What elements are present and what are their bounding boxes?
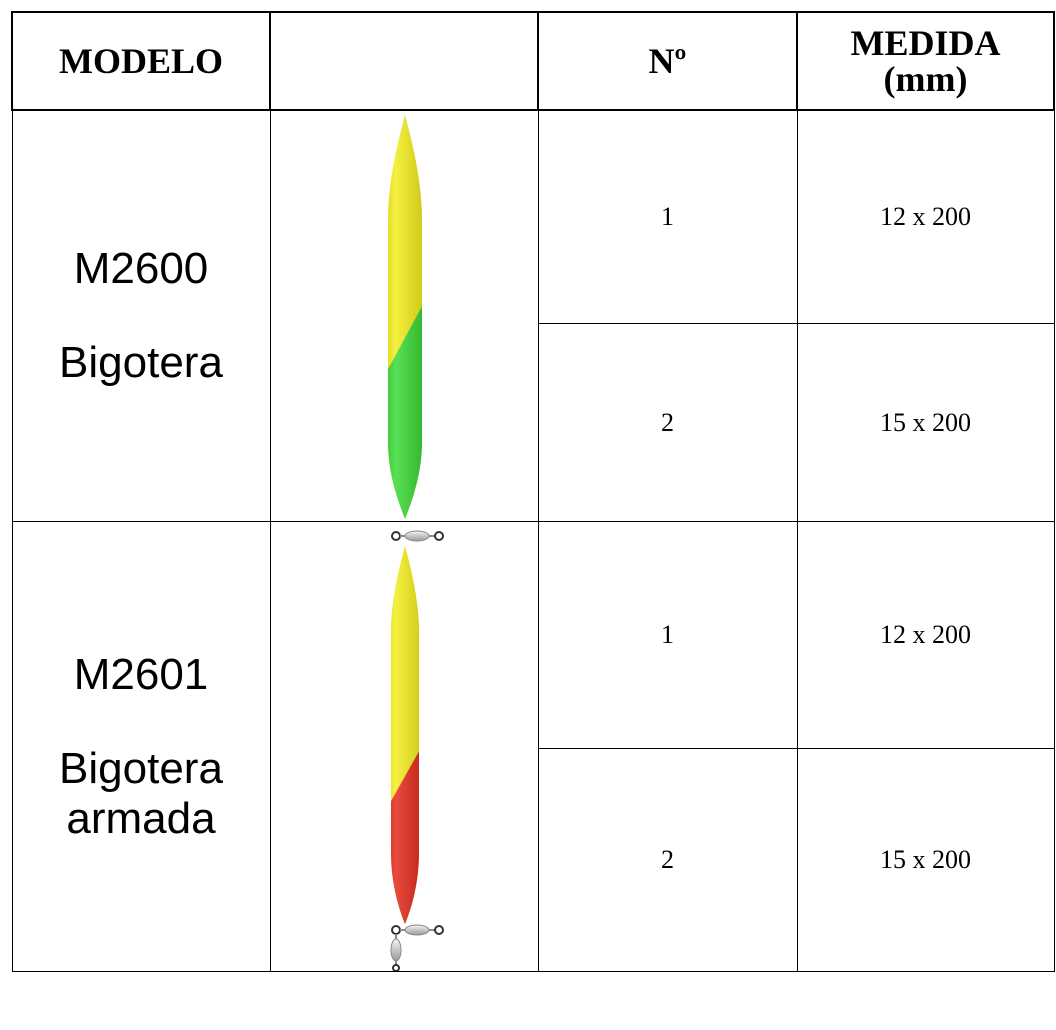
model-cell-m2601: M2601 Bigotera armada	[11, 521, 271, 972]
table-row: M2600 Bigotera	[11, 109, 1055, 522]
product-table: MODELO Nº MEDIDA (mm) M2600 Bigotera	[11, 11, 1055, 972]
header-modelo: MODELO	[11, 11, 271, 111]
model-code: M2600	[73, 244, 209, 293]
armed-float-yellow-red-icon	[390, 530, 444, 971]
bottom-swivel	[390, 924, 444, 971]
header-medida: MEDIDA (mm)	[796, 11, 1055, 111]
top-swivel	[390, 530, 444, 542]
variant-size: 15 x 200	[796, 747, 1055, 972]
variant-size: 12 x 200	[796, 109, 1055, 325]
model-name: Bigotera	[59, 338, 223, 387]
model-cell-m2600: M2600 Bigotera	[11, 109, 271, 522]
variant-number: 2	[537, 323, 798, 522]
product-image-cell	[269, 521, 539, 972]
model-code: M2601	[73, 649, 209, 699]
float-yellow-green-icon	[387, 115, 422, 519]
product-image-cell	[269, 109, 539, 522]
header-medida-label: MEDIDA	[850, 23, 1001, 63]
header-numero: Nº	[537, 11, 798, 111]
model-name-line2: armada	[66, 793, 216, 843]
variant-size: 12 x 200	[796, 521, 1055, 749]
header-medida-unit: (mm)	[883, 59, 968, 99]
variant-number: 1	[537, 109, 798, 325]
variant-number: 1	[537, 521, 798, 749]
variant-number: 2	[537, 747, 798, 972]
header-row: MODELO Nº MEDIDA (mm)	[11, 11, 1055, 111]
model-name-line1: Bigotera	[59, 743, 223, 793]
table-row: 2 15 x 200	[12, 747, 1055, 972]
header-image	[269, 11, 539, 111]
variant-size: 15 x 200	[796, 323, 1055, 522]
table-row: M2601 Bigotera armada	[11, 521, 1055, 972]
table-row: 2 15 x 200	[12, 323, 1055, 522]
